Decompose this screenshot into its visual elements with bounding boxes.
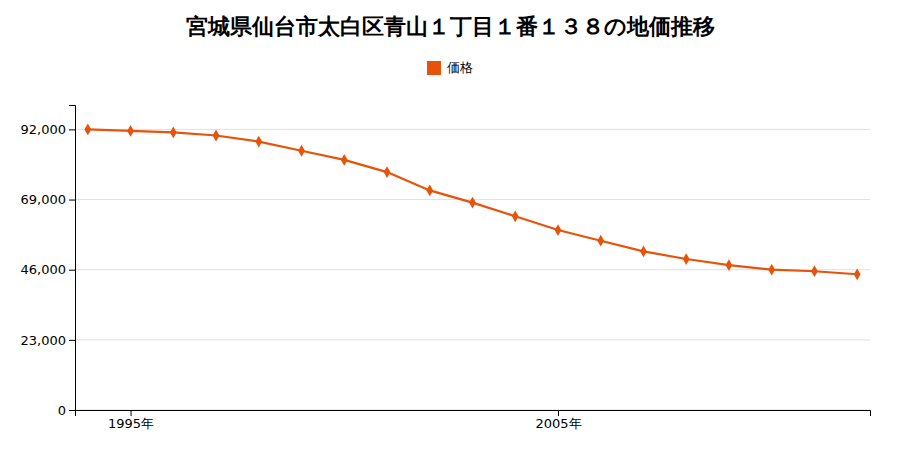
tick: 69,000	[21, 192, 76, 207]
tick-label: 1995年	[108, 416, 154, 431]
tick-mark	[558, 410, 559, 416]
marker	[811, 265, 818, 277]
marker	[341, 154, 348, 166]
marker	[255, 136, 262, 148]
marker	[768, 264, 775, 276]
marker	[512, 210, 519, 222]
marker	[726, 259, 733, 271]
tick-label: 23,000	[21, 333, 67, 348]
x-axis: 1995年 2005年	[76, 410, 871, 431]
marker	[426, 185, 433, 197]
title: 宮城県仙台市太白区青山１丁目１番１３８の地価推移	[186, 14, 715, 39]
legend-item: 価格	[427, 60, 473, 75]
marker	[854, 268, 861, 280]
grid-line	[75, 339, 870, 340]
line	[88, 129, 857, 274]
tick-label: 69,000	[21, 192, 67, 207]
marker	[640, 246, 647, 258]
marker	[84, 124, 91, 136]
marker	[170, 127, 177, 139]
marks	[84, 124, 860, 281]
tick-label: 46,000	[21, 262, 67, 277]
marker	[469, 197, 476, 209]
tick-label: 92,000	[21, 122, 67, 137]
tick: 92,000	[21, 122, 76, 137]
marker	[298, 145, 305, 157]
grid-line	[75, 129, 870, 130]
marker	[213, 130, 220, 142]
tick-mark	[69, 200, 75, 201]
tick-mark	[69, 270, 75, 271]
marker	[597, 235, 604, 247]
tick: 1995年	[108, 410, 154, 431]
grid-line	[75, 269, 870, 270]
tick-label: 0	[58, 403, 66, 418]
plot: 1995年 2005年 0 23,000 46,000 69,000 92,000	[21, 106, 871, 432]
chart: 宮城県仙台市太白区青山１丁目１番１３８の地価推移 1995年 2005年 0 23,00…	[0, 0, 900, 450]
y-axis: 0 23,000 46,000 69,000 92,000	[21, 106, 76, 418]
tick-mark	[69, 340, 75, 341]
tick-label: 2005年	[535, 416, 581, 431]
tick: 23,000	[21, 333, 76, 348]
marker	[384, 166, 391, 178]
tick: 2005年	[535, 410, 581, 431]
legend-swatch	[427, 61, 441, 75]
tick-mark	[131, 410, 132, 416]
marker	[555, 224, 562, 236]
marker	[683, 253, 690, 265]
markers	[84, 124, 860, 281]
tick-mark	[69, 129, 75, 130]
tick-mark	[69, 410, 75, 411]
axis-line	[76, 411, 871, 417]
axis-line	[69, 106, 76, 411]
marker	[127, 125, 134, 137]
legend-label: 価格	[447, 60, 473, 75]
grid	[75, 129, 870, 410]
legend: 価格	[427, 60, 473, 75]
tick: 0	[58, 403, 75, 418]
tick: 46,000	[21, 262, 76, 277]
